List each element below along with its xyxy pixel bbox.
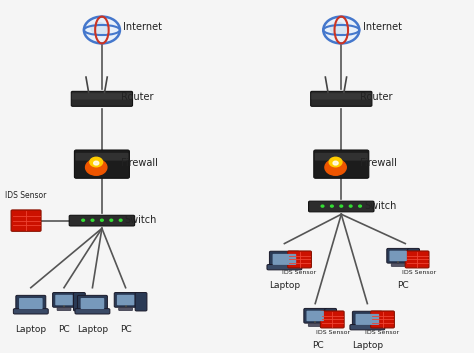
- Text: Laptop: Laptop: [352, 341, 383, 350]
- Text: PC: PC: [120, 325, 131, 334]
- Text: IDS Sensor: IDS Sensor: [282, 270, 316, 275]
- FancyBboxPatch shape: [320, 311, 344, 328]
- Circle shape: [329, 157, 342, 167]
- Text: Internet: Internet: [363, 22, 401, 32]
- Text: Laptop: Laptop: [269, 281, 300, 290]
- FancyBboxPatch shape: [325, 309, 337, 327]
- Text: Laptop: Laptop: [77, 325, 108, 334]
- Text: IDS Sensor: IDS Sensor: [316, 330, 350, 335]
- FancyBboxPatch shape: [55, 295, 73, 305]
- FancyBboxPatch shape: [390, 251, 407, 261]
- FancyBboxPatch shape: [57, 307, 71, 311]
- Text: Router: Router: [121, 92, 154, 102]
- FancyBboxPatch shape: [114, 293, 137, 307]
- FancyBboxPatch shape: [315, 153, 368, 161]
- Text: Switch: Switch: [125, 215, 157, 225]
- FancyBboxPatch shape: [13, 309, 48, 314]
- Circle shape: [82, 219, 84, 221]
- Text: Internet: Internet: [123, 22, 162, 32]
- FancyBboxPatch shape: [75, 309, 110, 314]
- FancyBboxPatch shape: [71, 91, 133, 106]
- Circle shape: [91, 219, 94, 221]
- Circle shape: [91, 23, 107, 35]
- Circle shape: [110, 219, 113, 221]
- Circle shape: [333, 161, 338, 165]
- FancyBboxPatch shape: [118, 307, 133, 311]
- FancyBboxPatch shape: [356, 314, 379, 325]
- FancyBboxPatch shape: [311, 93, 372, 100]
- Circle shape: [325, 160, 346, 175]
- FancyBboxPatch shape: [310, 91, 372, 106]
- Circle shape: [340, 205, 343, 207]
- FancyBboxPatch shape: [308, 323, 322, 327]
- FancyBboxPatch shape: [350, 324, 385, 330]
- FancyBboxPatch shape: [304, 309, 327, 323]
- Text: Laptop: Laptop: [15, 325, 46, 334]
- FancyBboxPatch shape: [352, 311, 383, 327]
- FancyBboxPatch shape: [11, 210, 41, 231]
- Text: Switch: Switch: [364, 201, 396, 211]
- Text: PC: PC: [58, 325, 70, 334]
- FancyBboxPatch shape: [314, 150, 369, 178]
- FancyBboxPatch shape: [53, 293, 75, 307]
- Text: IDS Sensor: IDS Sensor: [365, 330, 399, 335]
- FancyBboxPatch shape: [405, 251, 429, 268]
- Text: Router: Router: [360, 92, 393, 102]
- Circle shape: [94, 161, 99, 165]
- FancyBboxPatch shape: [387, 249, 410, 263]
- FancyBboxPatch shape: [273, 254, 296, 265]
- FancyBboxPatch shape: [77, 295, 108, 311]
- FancyBboxPatch shape: [69, 215, 135, 226]
- FancyBboxPatch shape: [135, 293, 147, 311]
- FancyBboxPatch shape: [72, 93, 132, 100]
- Circle shape: [330, 205, 333, 207]
- FancyBboxPatch shape: [75, 153, 128, 161]
- FancyBboxPatch shape: [269, 251, 300, 267]
- Circle shape: [330, 23, 346, 35]
- Circle shape: [84, 17, 120, 43]
- FancyBboxPatch shape: [73, 293, 85, 311]
- FancyBboxPatch shape: [288, 251, 311, 268]
- Circle shape: [321, 205, 324, 207]
- FancyBboxPatch shape: [74, 150, 129, 178]
- FancyBboxPatch shape: [19, 298, 43, 309]
- FancyBboxPatch shape: [81, 298, 104, 309]
- FancyBboxPatch shape: [309, 201, 374, 212]
- Text: IDS Sensor: IDS Sensor: [402, 270, 437, 275]
- FancyBboxPatch shape: [408, 249, 419, 267]
- FancyBboxPatch shape: [391, 263, 405, 267]
- FancyBboxPatch shape: [16, 295, 46, 311]
- Circle shape: [359, 205, 361, 207]
- Circle shape: [323, 17, 359, 43]
- Circle shape: [90, 157, 102, 167]
- FancyBboxPatch shape: [267, 264, 302, 270]
- Text: IDS Sensor: IDS Sensor: [5, 191, 47, 200]
- Circle shape: [100, 219, 103, 221]
- Text: Firewall: Firewall: [360, 158, 397, 168]
- Text: Firewall: Firewall: [121, 158, 158, 168]
- Circle shape: [119, 219, 122, 221]
- Circle shape: [85, 160, 107, 175]
- FancyBboxPatch shape: [307, 311, 324, 321]
- FancyBboxPatch shape: [371, 311, 394, 328]
- Text: PC: PC: [312, 341, 323, 350]
- Circle shape: [349, 205, 352, 207]
- FancyBboxPatch shape: [117, 295, 134, 305]
- Text: PC: PC: [397, 281, 409, 290]
